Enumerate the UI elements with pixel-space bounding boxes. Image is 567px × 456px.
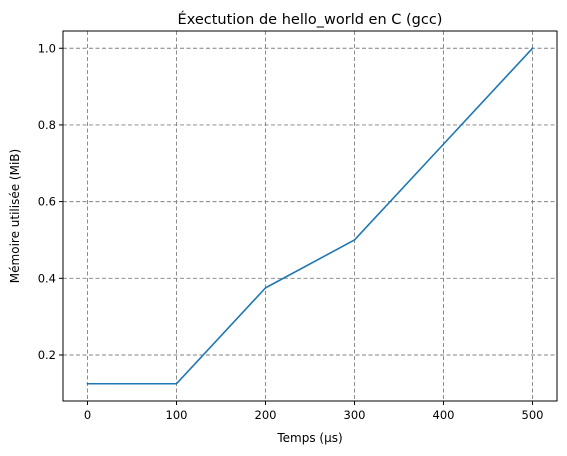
chart-title: Éxectution de hello_world en C (gcc) (178, 11, 443, 28)
y-axis-label: Mémoire utilisée (MiB) (8, 149, 22, 283)
series-layer (86, 47, 534, 385)
x-tick-label: 500 (522, 408, 544, 422)
x-tick-label: 200 (255, 408, 277, 422)
x-tick-label: 100 (166, 408, 188, 422)
y-tick-label: 0.2 (38, 348, 56, 362)
plot-area (63, 31, 557, 401)
x-tick-label: 300 (344, 408, 366, 422)
x-tick-label: 400 (433, 408, 455, 422)
y-tick-label: 0.6 (38, 195, 56, 209)
tick-layer: 0 100 200 300 400 500 0.2 0.4 0.6 0.8 1.0 (38, 41, 544, 422)
series-line (86, 47, 534, 385)
y-tick-label: 0.8 (38, 118, 56, 132)
x-axis-label: Temps (µs) (276, 431, 342, 445)
y-tick-label: 0.4 (38, 271, 56, 285)
grid-layer (63, 31, 557, 401)
y-tick-label: 1.0 (38, 41, 56, 55)
plot-frame (62, 30, 558, 402)
x-tick-label: 0 (84, 408, 91, 422)
